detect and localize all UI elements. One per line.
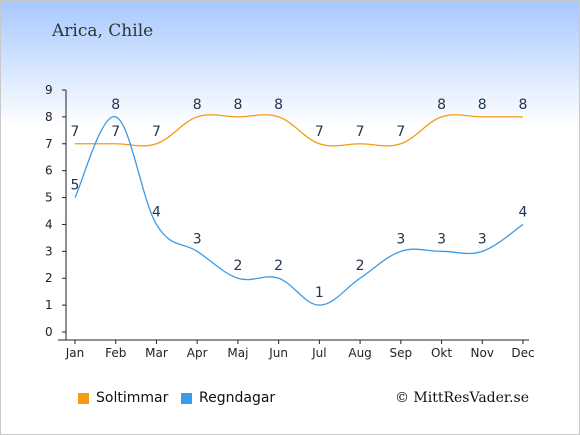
legend-item-regndagar: Regndagar xyxy=(181,390,275,406)
y-tick-label: 4 xyxy=(45,217,53,231)
x-tick-label: Apr xyxy=(187,346,208,360)
y-tick-label: 8 xyxy=(45,110,53,124)
data-label-soltimmar: 7 xyxy=(111,124,120,140)
data-label-soltimmar: 8 xyxy=(437,97,446,113)
data-label-regndagar: 8 xyxy=(111,97,120,113)
legend-item-soltimmar: Soltimmar xyxy=(78,390,168,406)
legend-swatch-regndagar xyxy=(181,392,192,404)
y-tick-label: 7 xyxy=(45,137,53,151)
series-lines xyxy=(74,114,524,306)
data-label-soltimmar: 8 xyxy=(478,97,487,113)
y-tick-label: 0 xyxy=(45,325,53,339)
data-label-regndagar: 3 xyxy=(437,231,446,247)
x-tick-label: Jun xyxy=(268,346,288,360)
chart-title: Arica, Chile xyxy=(52,21,154,41)
x-tick-label: Sep xyxy=(390,346,413,360)
data-label-regndagar: 1 xyxy=(315,285,324,301)
x-tick-label: Aug xyxy=(348,346,371,360)
data-label-soltimmar: 8 xyxy=(519,97,528,113)
data-label-soltimmar: 7 xyxy=(396,124,405,140)
data-label-soltimmar: 8 xyxy=(274,97,283,113)
x-tick-label: Nov xyxy=(471,346,494,360)
data-label-soltimmar: 8 xyxy=(193,97,202,113)
data-label-regndagar: 3 xyxy=(396,231,405,247)
y-tick-label: 6 xyxy=(45,164,53,178)
data-label-soltimmar: 7 xyxy=(315,124,324,140)
data-labels: 7 7 7 8 8 8 7 7 7 8 8 8 5 8 4 3 2 2 1 2 3 3 3 4 xyxy=(71,97,528,301)
data-label-soltimmar: 7 xyxy=(71,124,80,140)
x-tick-label: Okt xyxy=(431,346,452,360)
credit-text: © MittResVader.se xyxy=(394,390,529,406)
data-label-regndagar: 3 xyxy=(478,231,487,247)
x-tick-label: Jul xyxy=(311,346,326,360)
x-tick-label: Mar xyxy=(145,346,168,360)
data-label-regndagar: 3 xyxy=(193,231,202,247)
x-tick-label: Dec xyxy=(511,346,534,360)
data-label-regndagar: 2 xyxy=(274,258,283,274)
chart-axes: 0 1 2 3 4 5 6 7 8 9 Jan Feb Mar Apr Maj Jun Jul Aug Sep Okt… xyxy=(45,83,535,360)
data-label-regndagar: 5 xyxy=(71,178,80,194)
data-label-regndagar: 4 xyxy=(519,204,528,220)
y-tick-label: 3 xyxy=(45,244,53,258)
y-tick-label: 2 xyxy=(45,271,53,285)
data-label-regndagar: 2 xyxy=(233,258,242,274)
data-label-soltimmar: 8 xyxy=(233,97,242,113)
y-tick-label: 9 xyxy=(45,83,53,97)
x-tick-label: Maj xyxy=(227,346,248,360)
data-label-regndagar: 2 xyxy=(356,258,365,274)
data-label-soltimmar: 7 xyxy=(356,124,365,140)
legend-label-regndagar: Regndagar xyxy=(199,390,276,406)
series-line-regndagar xyxy=(74,116,524,306)
data-label-regndagar: 4 xyxy=(152,204,161,220)
x-tick-label: Jan xyxy=(65,346,85,360)
y-tick-label: 5 xyxy=(45,191,53,205)
x-tick-label: Feb xyxy=(105,346,126,360)
data-label-soltimmar: 7 xyxy=(152,124,161,140)
y-tick-label: 1 xyxy=(45,298,53,312)
series-line-soltimmar xyxy=(74,114,523,147)
legend-label-soltimmar: Soltimmar xyxy=(96,390,169,406)
legend-swatch-soltimmar xyxy=(78,392,89,404)
